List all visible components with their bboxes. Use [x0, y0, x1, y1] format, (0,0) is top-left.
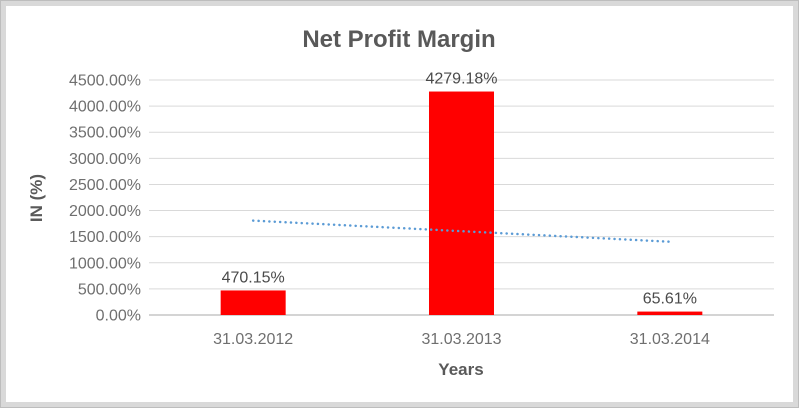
- y-axis-tick-labels: 0.00% 500.00% 1000.00% 1500.00% 2000.00% 2500…: [69, 73, 141, 325]
- trendline: [251, 219, 672, 243]
- y-tick-label-4500: 4500.00%: [69, 73, 141, 90]
- data-label-31.03.2012: 470.15%: [222, 269, 285, 286]
- y-tick-label-0: 0.00%: [96, 308, 141, 325]
- trendline-layer: [251, 219, 672, 243]
- y-axis-title: IN (%): [27, 174, 46, 222]
- data-labels: 470.15% 4279.18% 65.61%: [222, 71, 697, 308]
- bar-31.03.2014: [637, 311, 703, 315]
- y-tick-label-3000: 3000.00%: [69, 151, 141, 168]
- x-axis-category-labels: 31.03.2012 31.03.2013 31.03.2014: [213, 331, 710, 348]
- chart-title: Net Profit Margin: [302, 26, 495, 53]
- y-tick-label-2500: 2500.00%: [69, 177, 141, 194]
- data-label-31.03.2013: 4279.18%: [425, 71, 497, 88]
- y-tick-label-4000: 4000.00%: [69, 99, 141, 116]
- data-label-31.03.2014: 65.61%: [643, 291, 697, 308]
- y-tick-label-1000: 1000.00%: [69, 255, 141, 272]
- y-tick-label-500: 500.00%: [78, 281, 141, 298]
- x-axis-title: Years: [438, 360, 483, 379]
- y-tick-label-2000: 2000.00%: [69, 203, 141, 220]
- y-tick-label-3500: 3500.00%: [69, 125, 141, 142]
- category-label-31.03.2012: 31.03.2012: [213, 331, 293, 348]
- category-label-31.03.2014: 31.03.2014: [630, 331, 710, 348]
- bar-31.03.2012: [220, 290, 286, 315]
- category-label-31.03.2013: 31.03.2013: [421, 331, 501, 348]
- y-tick-label-1500: 1500.00%: [69, 229, 141, 246]
- bar-series: [220, 91, 703, 315]
- bar-31.03.2013: [429, 91, 494, 315]
